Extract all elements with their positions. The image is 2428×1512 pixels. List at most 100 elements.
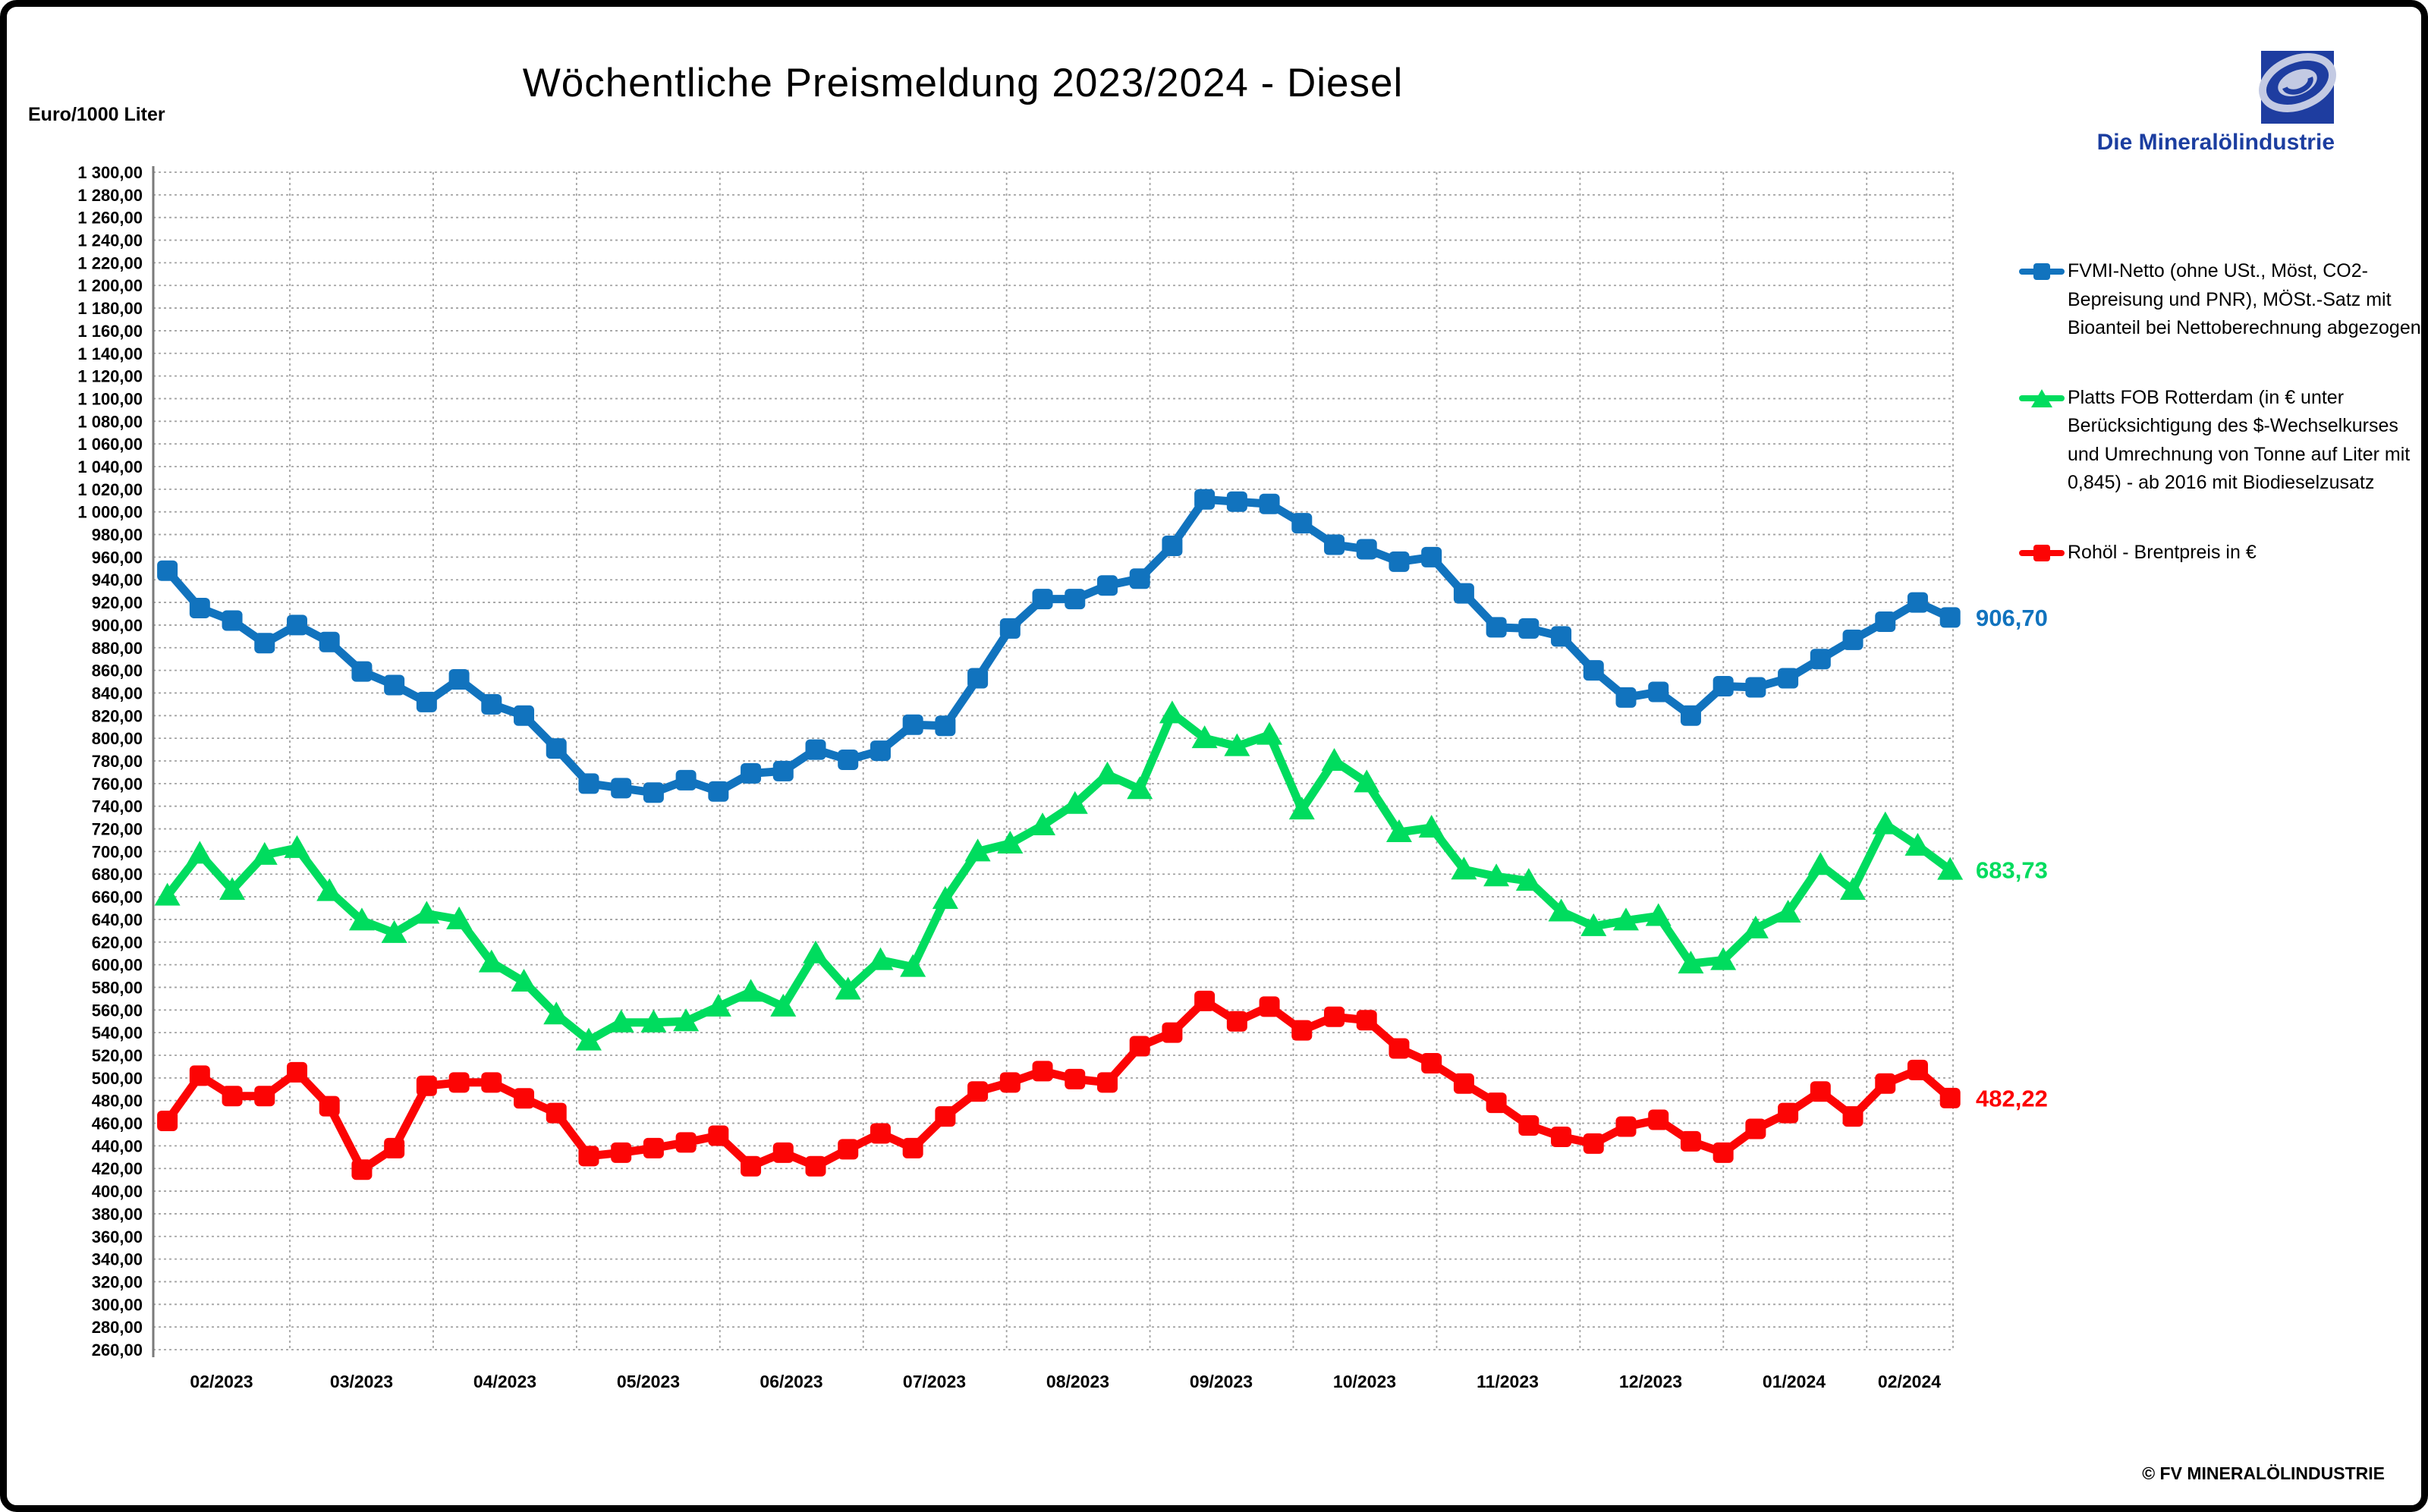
legend-label: Platts FOB Rotterdam (in € unter Berücks… bbox=[2068, 386, 2411, 494]
square-marker-icon bbox=[351, 661, 373, 682]
square-marker-icon bbox=[741, 1155, 762, 1177]
y-tick-label: 720,00 bbox=[92, 820, 143, 839]
green-triangle-marker-icon bbox=[2031, 388, 2052, 407]
y-tick-label: 800,00 bbox=[92, 729, 143, 748]
y-tick-label: 440,00 bbox=[92, 1136, 143, 1155]
square-marker-icon bbox=[254, 1086, 275, 1107]
copyright: © FV MINERALÖLINDUSTRIE bbox=[2142, 1463, 2385, 1483]
triangle-marker-icon bbox=[543, 1001, 570, 1025]
square-marker-icon bbox=[1291, 1020, 1313, 1041]
triangle-marker-icon bbox=[154, 882, 181, 906]
triangle-marker-icon bbox=[1840, 877, 1867, 901]
legend-label: FVMI-Netto (ohne USt., Möst, CO2-Bepreis… bbox=[2068, 260, 2421, 338]
square-marker-icon bbox=[481, 1072, 502, 1093]
triangle-marker-icon bbox=[251, 841, 278, 865]
y-tick-label: 680,00 bbox=[92, 865, 143, 884]
y-tick-label: 840,00 bbox=[92, 684, 143, 703]
square-marker-icon bbox=[1939, 1087, 1961, 1108]
square-marker-icon bbox=[902, 714, 923, 735]
legend: FVMI-Netto (ohne USt., Möst, CO2-Bepreis… bbox=[2019, 257, 2421, 567]
y-tick-label: 280,00 bbox=[92, 1318, 143, 1337]
square-marker-icon bbox=[902, 1137, 923, 1158]
triangle-marker-icon bbox=[1580, 913, 1607, 936]
triangle-marker-icon bbox=[1775, 899, 1801, 923]
square-marker-icon bbox=[611, 1142, 632, 1163]
square-marker-icon bbox=[1096, 1072, 1118, 1093]
square-marker-icon bbox=[1096, 575, 1118, 596]
triangle-marker-icon bbox=[511, 969, 537, 992]
y-tick-label: 700,00 bbox=[92, 842, 143, 861]
square-marker-icon bbox=[643, 782, 664, 803]
triangle-marker-icon bbox=[1515, 868, 1542, 891]
square-marker-icon bbox=[805, 739, 826, 760]
y-tick-label: 1 160,00 bbox=[77, 322, 143, 341]
square-marker-icon bbox=[1518, 1115, 1540, 1136]
square-marker-icon bbox=[1745, 1118, 1766, 1140]
square-marker-icon bbox=[1648, 1109, 1669, 1130]
y-tick-label: 1 040,00 bbox=[77, 457, 143, 476]
triangle-marker-icon bbox=[964, 838, 991, 862]
y-tick-label: 860,00 bbox=[92, 662, 143, 681]
y-tick-label: 560,00 bbox=[92, 1001, 143, 1020]
x-tick-label: 05/2023 bbox=[617, 1372, 680, 1391]
logo-letter-w: W bbox=[2033, 60, 2080, 115]
triangle-marker-icon bbox=[1742, 915, 1769, 938]
y-tick-label: 900,00 bbox=[92, 616, 143, 635]
triangle-marker-icon bbox=[1030, 813, 1056, 836]
square-marker-icon bbox=[1291, 513, 1313, 534]
y-tick-label: 300,00 bbox=[92, 1295, 143, 1314]
triangle-marker-icon bbox=[478, 949, 505, 973]
square-marker-icon bbox=[1518, 618, 1540, 639]
y-tick-label: 320,00 bbox=[92, 1272, 143, 1291]
x-tick-label: 12/2023 bbox=[1619, 1372, 1682, 1391]
square-marker-icon bbox=[935, 715, 956, 737]
square-marker-icon bbox=[1712, 1142, 1734, 1163]
square-marker-icon bbox=[1648, 681, 1669, 703]
square-marker-icon bbox=[1680, 1130, 1701, 1152]
square-marker-icon bbox=[189, 598, 210, 619]
square-marker-icon bbox=[967, 668, 989, 689]
y-tick-label: 740,00 bbox=[92, 797, 143, 816]
triangle-marker-icon bbox=[1159, 700, 1185, 724]
triangle-marker-icon bbox=[997, 830, 1024, 853]
series-end-value-label: 683,73 bbox=[1976, 857, 2048, 884]
triangle-marker-icon bbox=[640, 1009, 667, 1033]
y-tick-label: 340,00 bbox=[92, 1250, 143, 1269]
triangle-marker-icon bbox=[381, 919, 407, 943]
triangle-marker-icon bbox=[284, 835, 310, 858]
y-tick-label: 1 020,00 bbox=[77, 480, 143, 499]
x-tick-label: 07/2023 bbox=[903, 1372, 966, 1391]
legend-item-fvmi-netto: FVMI-Netto (ohne USt., Möst, CO2-Bepreis… bbox=[2019, 257, 2421, 343]
y-axis-unit-label: Euro/1000 Liter bbox=[28, 104, 165, 125]
square-marker-icon bbox=[675, 769, 697, 791]
square-marker-icon bbox=[1129, 568, 1150, 589]
square-marker-icon bbox=[1194, 990, 1216, 1011]
square-marker-icon bbox=[1615, 1116, 1637, 1137]
square-marker-icon bbox=[351, 1159, 373, 1180]
square-marker-icon bbox=[222, 610, 243, 631]
x-tick-label: 10/2023 bbox=[1333, 1372, 1396, 1391]
square-marker-icon bbox=[1810, 1081, 1831, 1102]
square-marker-icon bbox=[1907, 592, 1928, 613]
square-marker-icon bbox=[1421, 546, 1442, 567]
triangle-marker-icon bbox=[1385, 819, 1412, 843]
square-marker-icon bbox=[416, 1075, 437, 1096]
y-tick-label: 1 140,00 bbox=[77, 344, 143, 363]
wko-logo-squares: W K O bbox=[2021, 45, 2339, 124]
triangle-marker-icon bbox=[1191, 725, 1218, 749]
triangle-marker-icon bbox=[316, 878, 343, 901]
square-marker-icon bbox=[384, 674, 405, 696]
legend-item-platts-rotterdam: Platts FOB Rotterdam (in € unter Berücks… bbox=[2019, 384, 2421, 498]
triangle-marker-icon bbox=[219, 877, 246, 901]
x-tick-label: 04/2023 bbox=[473, 1372, 536, 1391]
y-tick-label: 920,00 bbox=[92, 593, 143, 612]
y-tick-label: 1 300,00 bbox=[77, 163, 143, 182]
square-marker-icon bbox=[384, 1137, 405, 1158]
oil-industry-swirl-icon bbox=[2255, 45, 2338, 124]
square-marker-icon bbox=[838, 750, 859, 771]
triangle-marker-icon bbox=[446, 906, 473, 929]
square-marker-icon bbox=[1162, 1022, 1183, 1043]
y-tick-label: 780,00 bbox=[92, 752, 143, 771]
square-marker-icon bbox=[1032, 589, 1053, 610]
